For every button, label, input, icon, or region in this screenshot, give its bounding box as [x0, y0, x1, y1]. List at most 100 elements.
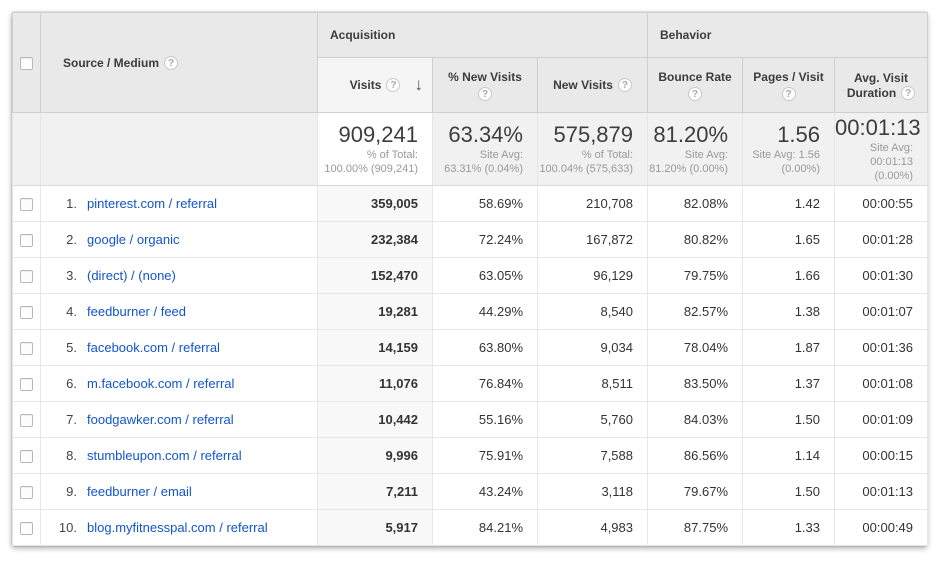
source-medium-link[interactable]: stumbleupon.com / referral: [87, 448, 242, 463]
row-checkbox[interactable]: [20, 306, 33, 320]
new-visits-cell: 7,588: [536, 437, 649, 474]
table-row: 4. feedburner / feed 19,281 44.29% 8,540 82.5…: [12, 293, 929, 330]
avg-visit-duration-cell: 00:01:30: [834, 257, 929, 294]
source-medium-link[interactable]: m.facebook.com / referral: [87, 376, 235, 391]
table-row: 7. foodgawker.com / referral 10,442 55.16% 5…: [12, 401, 929, 438]
help-icon[interactable]: ?: [478, 86, 492, 101]
sort-descending-icon[interactable]: ↓: [414, 75, 424, 94]
help-icon[interactable]: ?: [386, 78, 401, 92]
column-header-pages-visit[interactable]: Pages / Visit ?: [742, 57, 836, 113]
summary-visits-value: 909,241: [338, 122, 418, 147]
table-row: 10. blog.myfitnesspal.com / referral 5,917…: [12, 509, 929, 546]
column-header-visits[interactable]: Visits ? ↓: [317, 57, 433, 113]
group-header-behavior: Behavior: [647, 12, 929, 58]
row-checkbox[interactable]: [20, 234, 33, 248]
new-visits-cell: 210,708: [536, 185, 649, 222]
pages-visit-cell: 1.66: [742, 257, 836, 294]
row-checkbox[interactable]: [20, 378, 33, 392]
row-checkbox[interactable]: [20, 270, 33, 284]
pages-visit-cell: 1.37: [742, 365, 836, 402]
row-number: 4.: [66, 304, 77, 319]
source-medium-link[interactable]: blog.myfitnesspal.com / referral: [87, 520, 268, 535]
column-header-avg-visit-duration[interactable]: Avg. Visit Duration ?: [834, 57, 929, 113]
avg-visit-duration-cell: 00:01:13: [834, 473, 929, 510]
source-medium-cell: 1. pinterest.com / referral: [40, 185, 318, 222]
column-header-source-medium[interactable]: Source / Medium ?: [40, 12, 318, 113]
visits-cell: 19,281: [317, 293, 433, 330]
row-number: 1.: [66, 196, 77, 211]
visits-label: Visits: [349, 78, 382, 92]
table-row: 3. (direct) / (none) 152,470 63.05% 96,129 79…: [12, 257, 929, 294]
summary-pct-new-visits: 63.34% Site Avg: 63.31% (0.04%): [432, 112, 538, 186]
group-header-row: Source / Medium ? Acquisition Behavior: [12, 12, 929, 113]
group-header-acquisition: Acquisition: [316, 12, 649, 58]
column-header-pct-new-visits[interactable]: % New Visits ?: [432, 57, 538, 113]
row-checkbox[interactable]: [20, 414, 33, 428]
help-icon[interactable]: ?: [164, 55, 179, 70]
help-icon[interactable]: ?: [688, 86, 703, 101]
table-row: 2. google / organic 232,384 72.24% 167,872 80…: [12, 221, 929, 258]
source-medium-link[interactable]: (direct) / (none): [87, 268, 176, 283]
column-header-bounce-rate[interactable]: Bounce Rate ?: [647, 57, 744, 113]
row-checkbox[interactable]: [20, 486, 33, 500]
bounce-rate-cell: 84.03%: [647, 401, 744, 438]
help-icon[interactable]: ?: [617, 78, 632, 92]
row-checkbox[interactable]: [20, 342, 33, 356]
column-header-new-visits[interactable]: New Visits ?: [536, 57, 649, 113]
visits-cell: 11,076: [317, 365, 433, 402]
source-medium-cell: 5. facebook.com / referral: [40, 329, 318, 366]
row-checkbox[interactable]: [20, 198, 33, 212]
help-icon[interactable]: ?: [901, 85, 916, 100]
select-all-header-cell: [12, 12, 41, 113]
visits-cell: 9,996: [317, 437, 433, 474]
summary-row: 909,241 % of Total: 100.00% (909,241) 63…: [12, 112, 929, 186]
help-icon[interactable]: ?: [781, 86, 796, 101]
row-checkbox-cell: [12, 329, 41, 366]
pages-visit-cell: 1.14: [742, 437, 836, 474]
table-row: 6. m.facebook.com / referral 11,076 76.84% 8…: [12, 365, 929, 402]
avg-visit-duration-cell: 00:01:08: [834, 365, 929, 402]
summary-duration-value: 00:01:13: [835, 115, 921, 140]
table-row: 1. pinterest.com / referral 359,005 58.69% 2…: [12, 185, 929, 222]
metric-header-row: Visits ? ↓ % New Visits ? New Visits: [13, 57, 929, 113]
summary-pct-new-sub2: 63.31% (0.04%): [444, 163, 523, 175]
avg-visit-duration-label-line2: Duration: [846, 85, 897, 100]
row-checkbox-cell: [12, 509, 41, 546]
avg-visit-duration-cell: 00:00:15: [834, 437, 929, 474]
row-checkbox[interactable]: [20, 522, 33, 536]
summary-visits-sub1: % of Total:: [366, 149, 418, 161]
summary-new-visits-sub2: 100.04% (575,633): [539, 163, 634, 175]
summary-duration-sub2: 00:01:13 (0.00%): [870, 156, 914, 182]
new-visits-cell: 3,118: [536, 473, 649, 510]
row-checkbox[interactable]: [20, 450, 33, 464]
row-number: 10.: [58, 520, 77, 535]
source-medium-link[interactable]: pinterest.com / referral: [87, 196, 218, 211]
summary-visits: 909,241 % of Total: 100.00% (909,241): [317, 112, 433, 186]
source-medium-link[interactable]: foodgawker.com / referral: [87, 412, 234, 427]
summary-pct-new-sub1: Site Avg:: [479, 149, 523, 161]
summary-bounce-rate: 81.20% Site Avg: 81.20% (0.00%): [647, 112, 744, 186]
visits-cell: 5,917: [317, 509, 433, 546]
summary-source-cell: [40, 112, 318, 186]
row-number: 7.: [66, 412, 77, 427]
source-medium-link[interactable]: feedburner / email: [87, 484, 192, 499]
summary-new-visits-value: 575,879: [553, 122, 634, 147]
summary-bounce-value: 81.20%: [653, 122, 729, 147]
source-medium-link[interactable]: google / organic: [87, 232, 180, 247]
source-medium-link[interactable]: facebook.com / referral: [87, 340, 220, 355]
row-checkbox-cell: [12, 401, 41, 438]
select-all-checkbox[interactable]: [20, 56, 33, 70]
pct-new-visits-cell: 58.69%: [432, 185, 538, 222]
bounce-rate-label: Bounce Rate: [658, 69, 732, 84]
pages-visit-cell: 1.65: [742, 221, 836, 258]
new-visits-cell: 96,129: [536, 257, 649, 294]
pct-new-visits-cell: 76.84%: [432, 365, 538, 402]
pct-new-visits-cell: 55.16%: [432, 401, 538, 438]
row-number: 3.: [66, 268, 77, 283]
source-medium-link[interactable]: feedburner / feed: [87, 304, 187, 319]
behavior-label: Behavior: [660, 28, 712, 42]
row-number: 9.: [66, 484, 77, 499]
avg-visit-duration-cell: 00:00:49: [834, 509, 929, 546]
source-medium-label: Source / Medium: [63, 55, 160, 70]
